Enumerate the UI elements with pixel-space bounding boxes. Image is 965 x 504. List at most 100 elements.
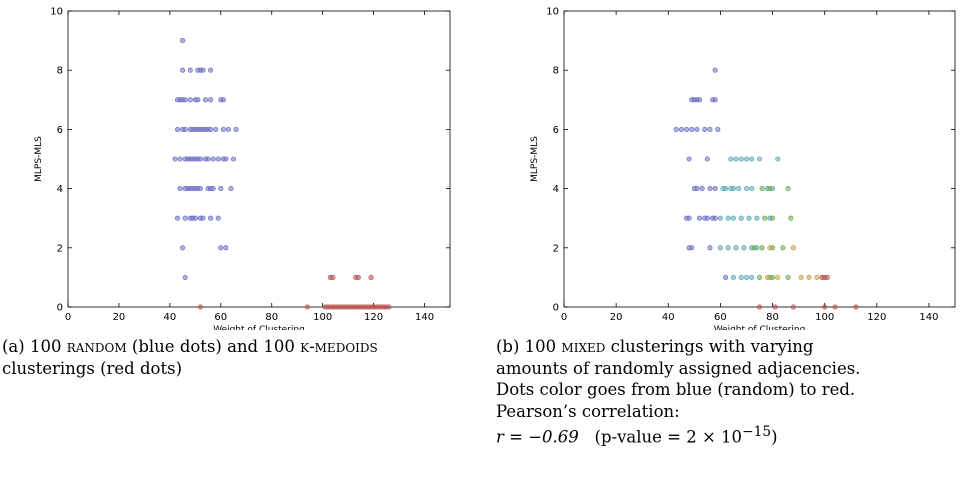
point-a-s0-34 <box>172 156 178 162</box>
point-a-s0-72 <box>180 245 186 251</box>
point-a-s0-30 <box>213 126 219 132</box>
caption-b-line1-suffix: clusterings with varying <box>605 337 814 356</box>
point-b-s3-4 <box>798 274 804 280</box>
x-tick-label-b-0: 0 <box>561 312 567 323</box>
caption-b-line-4: Pearson’s correlation: <box>496 401 680 421</box>
point-b-s4-7 <box>832 304 838 310</box>
point-a-s0-73 <box>218 245 224 251</box>
point-b-s2-6 <box>751 245 757 251</box>
y-tick-label-b-4: 8 <box>553 66 559 77</box>
point-b-s0-23 <box>686 215 692 221</box>
point-a-s0-18 <box>174 126 181 132</box>
point-b-s3-2 <box>764 274 770 280</box>
point-b-s0-15 <box>686 156 692 162</box>
point-b-s1-25 <box>733 245 739 251</box>
point-a-s1-4 <box>368 274 374 280</box>
point-b-s1-29 <box>730 274 736 280</box>
point-b-s1-30 <box>738 274 744 280</box>
point-b-s1-16 <box>717 215 723 221</box>
caption-a-prefix: (a) 100 <box>2 337 67 356</box>
point-a-s1-30 <box>386 304 392 310</box>
point-b-s1-18 <box>730 215 736 221</box>
caption-b-r-value: r = −0.69 <box>496 427 579 447</box>
point-b-s0-30 <box>689 245 695 251</box>
point-b-s0-20 <box>707 186 713 192</box>
point-b-s1-6 <box>775 156 781 162</box>
point-b-s1-13 <box>749 186 755 192</box>
point-a-s0-61 <box>218 186 224 192</box>
x-tick-label-b-1: 20 <box>610 312 623 323</box>
point-a-s0-10 <box>182 97 188 103</box>
point-b-s3-6 <box>814 274 820 280</box>
x-tick-label-b-3: 60 <box>714 312 727 323</box>
caption-a: (a) 100 random (blue dots) and 100 k-med… <box>2 336 464 379</box>
y-tick-label-b-5: 10 <box>546 7 559 18</box>
point-b-s3-3 <box>775 274 781 280</box>
x-tick-label-a-5: 100 <box>313 312 332 323</box>
x-axis-label-b: Weight of Clustering <box>714 325 806 330</box>
point-b-s0-24 <box>696 215 703 221</box>
point-b-s1-17 <box>725 215 731 221</box>
caption-a-suffix: clusterings (red dots) <box>2 358 183 378</box>
point-b-s1-12 <box>743 186 750 192</box>
caption-b-p-value: (p-value = 2 × 10 <box>594 427 743 447</box>
point-b-s1-24 <box>725 245 731 251</box>
point-b-s4-5 <box>790 304 796 310</box>
point-a-s0-33 <box>233 126 239 132</box>
point-b-s1-19 <box>738 215 744 221</box>
y-tick-label-a-5: 10 <box>50 7 63 18</box>
caption-b-prefix: (b) 100 <box>496 337 562 356</box>
point-a-s0-74 <box>223 245 229 251</box>
point-b-s1-4 <box>749 156 755 162</box>
point-b-s2-7 <box>759 245 765 251</box>
point-a-s0-49 <box>230 156 237 162</box>
point-a-s0-13 <box>195 97 201 103</box>
point-b-s2-4 <box>769 215 776 221</box>
point-b-s2-13 <box>785 274 791 280</box>
point-b-s2-5 <box>788 215 794 221</box>
point-b-s1-11 <box>736 186 742 192</box>
caption-a-kmedoids: k-medoids <box>300 337 378 356</box>
point-b-s0-21 <box>712 186 718 192</box>
x-tick-label-a-2: 40 <box>163 312 176 323</box>
caption-b-line-5: r = −0.69 (p-value = 2 × 10−15) <box>496 422 962 448</box>
point-b-s0-14 <box>715 126 721 132</box>
point-a-s0-69 <box>200 215 206 221</box>
point-b-s2-2 <box>785 186 791 192</box>
x-tick-label-a-1: 20 <box>113 312 126 323</box>
y-tick-label-a-2: 4 <box>57 184 63 195</box>
caption-b-p-close: ) <box>771 427 778 447</box>
point-b-s0-18 <box>694 186 700 192</box>
caption-b-mixed: mixed <box>561 337 606 356</box>
point-b-s1-8 <box>723 186 729 192</box>
point-b-s0-28 <box>712 215 718 221</box>
point-b-s1-23 <box>717 245 723 251</box>
point-a-s0-45 <box>210 156 216 162</box>
point-b-s2-12 <box>769 274 776 280</box>
point-a-s0-15 <box>208 97 214 103</box>
point-a-s0-64 <box>182 215 188 221</box>
y-tick-label-b-2: 4 <box>553 184 559 195</box>
point-a-s0-44 <box>205 156 211 162</box>
point-b-s0-7 <box>673 126 679 132</box>
caption-a-random: random <box>66 337 127 356</box>
y-tick-label-b-0: 0 <box>553 303 559 314</box>
y-axis-label-a: MLPS-MLS <box>34 136 44 182</box>
x-tick-label-b-6: 120 <box>867 312 886 323</box>
plot-area-a <box>67 10 451 308</box>
point-a-s0-63 <box>174 215 181 221</box>
point-a-s0-71 <box>215 215 221 221</box>
point-b-s4-4 <box>772 304 778 310</box>
point-b-s0-6 <box>712 97 718 103</box>
point-b-s0-12 <box>702 126 708 132</box>
point-a-s0-48 <box>223 156 229 162</box>
point-a-s1-1 <box>330 274 336 280</box>
scatter-chart-b: 0 20 40 60 80 100 120 140 0 2 4 6 8 10 Weight of Clust… <box>530 7 956 330</box>
point-a-s1-32 <box>304 304 310 310</box>
point-b-s1-20 <box>746 215 752 221</box>
point-a-s0-32 <box>225 126 231 132</box>
point-b-s0-32 <box>723 274 729 280</box>
point-a-s0-60 <box>210 186 216 192</box>
y-tick-label-a-4: 8 <box>57 66 63 77</box>
